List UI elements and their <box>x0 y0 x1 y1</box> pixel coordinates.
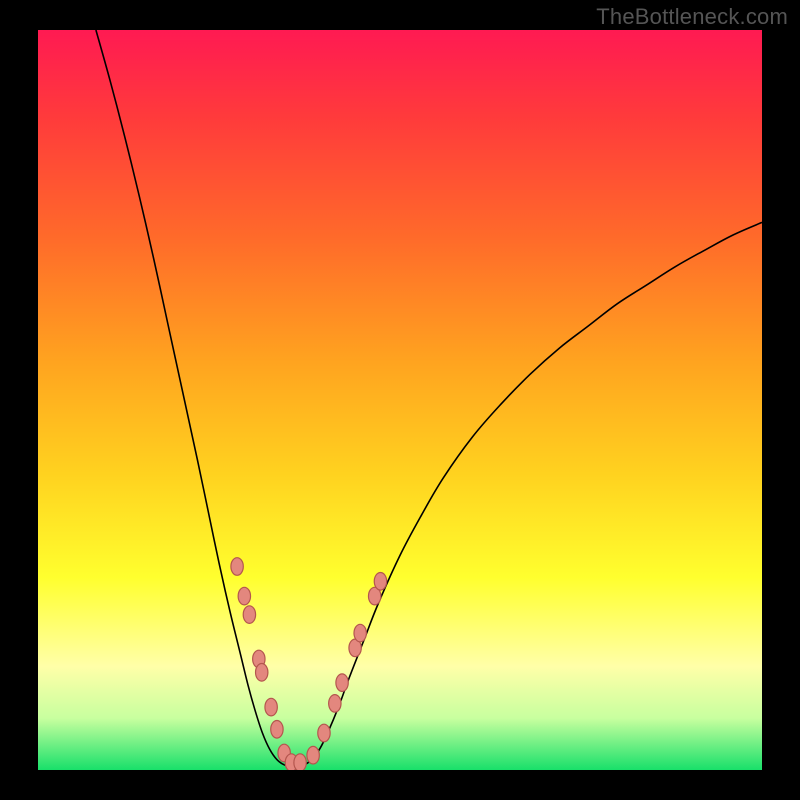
data-marker <box>329 695 341 713</box>
data-marker <box>354 624 366 642</box>
watermark-text: TheBottleneck.com <box>596 4 788 30</box>
plot-background <box>38 30 762 770</box>
data-marker <box>238 587 250 605</box>
data-marker <box>271 721 283 739</box>
data-marker <box>336 674 348 692</box>
plot-svg <box>38 30 762 770</box>
data-marker <box>307 746 319 764</box>
data-marker <box>294 754 306 770</box>
data-marker <box>231 558 243 576</box>
plot-area <box>38 30 762 770</box>
data-marker <box>256 664 268 682</box>
data-marker <box>318 724 330 742</box>
data-marker <box>243 606 255 624</box>
data-marker <box>265 698 277 716</box>
data-marker <box>374 573 386 591</box>
